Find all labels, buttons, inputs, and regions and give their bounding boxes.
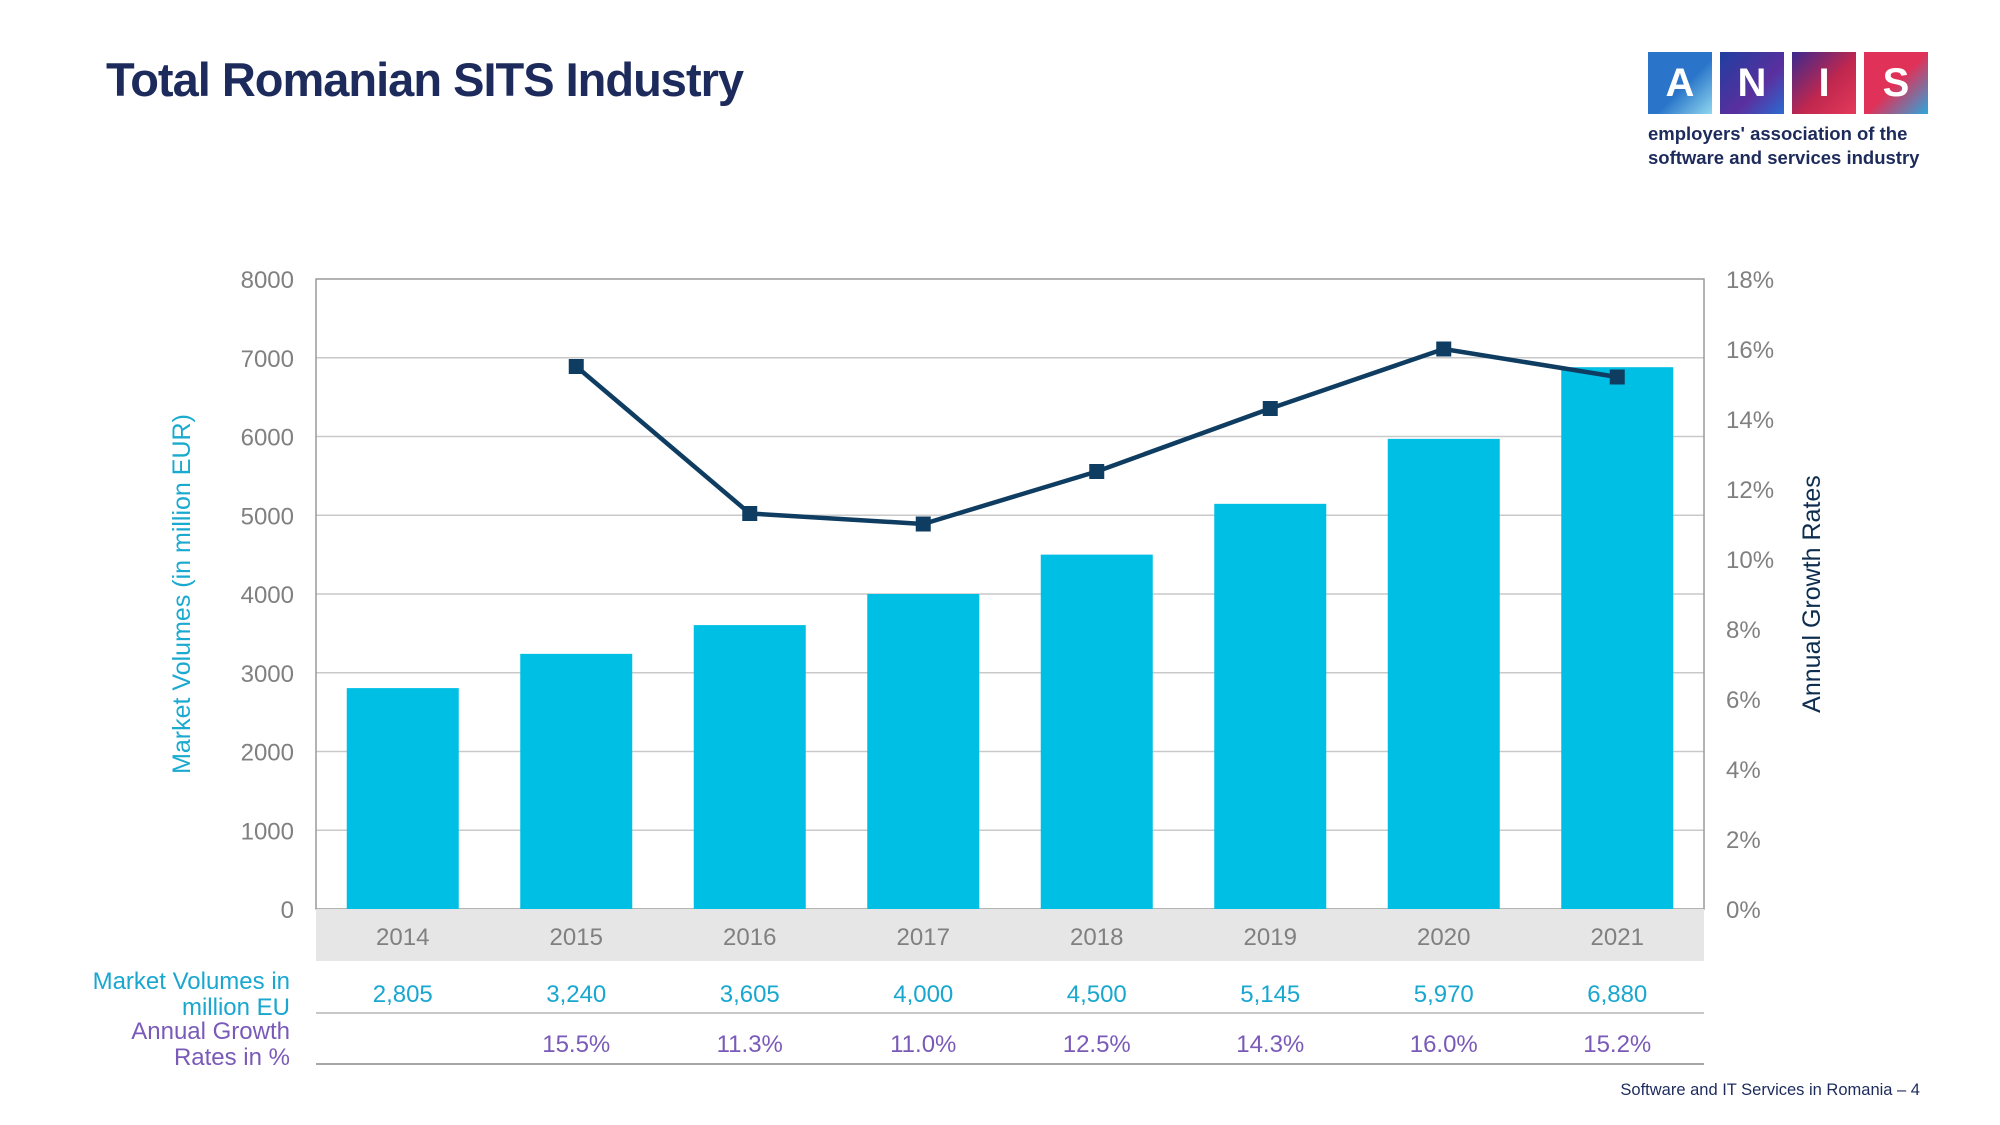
category-label-2014: 2014 <box>376 924 429 951</box>
right-axis-tick-label: 12% <box>1726 477 1774 504</box>
right-axis-tick-label: 18% <box>1726 267 1774 294</box>
logo-letter-n: N <box>1720 52 1784 114</box>
left-axis-tick-label: 4000 <box>241 582 294 609</box>
page-title: Total Romanian SITS Industry <box>106 53 744 106</box>
left-axis-title: Market Volumes (in million EUR) <box>168 414 196 774</box>
category-label-2017: 2017 <box>897 924 950 951</box>
table-cell: 3,240 <box>546 981 606 1008</box>
bar-2020 <box>1387 438 1500 909</box>
left-axis-tick-label: 0 <box>281 897 294 924</box>
right-axis-tick-label: 8% <box>1726 617 1761 644</box>
logo-letter-squares: A N I S <box>1648 52 1928 114</box>
growth-rate-marker <box>742 506 758 521</box>
growth-rate-marker <box>1262 401 1278 416</box>
category-label-2020: 2020 <box>1417 924 1470 951</box>
table-cell: 3,605 <box>720 981 780 1008</box>
category-label-2019: 2019 <box>1244 924 1297 951</box>
category-label-2015: 2015 <box>550 924 603 951</box>
bar-2019 <box>1214 503 1327 909</box>
right-axis-tick-label: 14% <box>1726 407 1774 434</box>
table-cell: 11.3% <box>717 1031 783 1058</box>
bar-2021 <box>1561 367 1674 909</box>
table-row-label-line2: Rates in % <box>174 1044 290 1071</box>
table-cell: 16.0% <box>1410 1031 1478 1058</box>
right-axis-title: Annual Growth Rates <box>1798 475 1826 713</box>
right-axis-tick-label: 10% <box>1726 547 1774 574</box>
growth-rate-marker <box>915 516 931 532</box>
right-axis-tick-label: 6% <box>1726 687 1761 714</box>
right-axis-tick-label: 0% <box>1726 897 1761 924</box>
category-label-2021: 2021 <box>1591 924 1644 951</box>
bar-2014 <box>346 688 459 909</box>
growth-rate-marker <box>1609 369 1625 385</box>
table-cell: 12.5% <box>1063 1031 1131 1058</box>
bar-2018 <box>1040 554 1153 909</box>
growth-rate-marker <box>568 359 584 374</box>
left-axis-tick-label: 2000 <box>241 740 294 767</box>
left-axis-tick-label: 3000 <box>241 661 294 688</box>
table-cell: 4,500 <box>1067 981 1127 1008</box>
bar-2015 <box>520 653 633 909</box>
table-cell: 5,145 <box>1240 981 1300 1008</box>
category-label-2018: 2018 <box>1070 924 1123 951</box>
logo-tagline-line1: employers' association of the <box>1648 123 1908 144</box>
table-row-label-line2: million EU <box>182 994 290 1021</box>
bar-2017 <box>867 594 980 909</box>
right-axis-tick-label: 2% <box>1726 827 1761 854</box>
left-axis-tick-label: 8000 <box>241 267 294 294</box>
table-cell: 11.0% <box>890 1031 956 1058</box>
table-cell: 5,970 <box>1414 981 1474 1008</box>
logo-tagline-line2: software and services industry <box>1648 147 1920 168</box>
category-label-2016: 2016 <box>723 924 776 951</box>
logo-letter-a: A <box>1648 52 1712 114</box>
left-axis-tick-label: 1000 <box>241 818 294 845</box>
table-row-label-line1: Annual Growth <box>131 1018 290 1045</box>
table-row-label-line1: Market Volumes in <box>93 968 290 995</box>
logo-letter-s: S <box>1864 52 1928 114</box>
category-band <box>316 909 1704 961</box>
growth-rate-marker <box>1436 341 1452 357</box>
table-cell: 15.2% <box>1583 1031 1651 1058</box>
table-cell: 6,880 <box>1587 981 1647 1008</box>
growth-rate-marker <box>1089 464 1105 479</box>
left-axis-tick-label: 6000 <box>241 425 294 452</box>
anis-logo: A N I S employers' association of the so… <box>1648 52 1928 170</box>
page-footer: Software and IT Services in Romania – 4 <box>1620 1081 1920 1099</box>
logo-letter-i: I <box>1792 52 1856 114</box>
table-cell: 15.5% <box>542 1031 610 1058</box>
left-axis-tick-label: 7000 <box>241 346 294 373</box>
right-axis-tick-label: 16% <box>1726 337 1774 364</box>
table-cell: 4,000 <box>893 981 953 1008</box>
left-axis-tick-label: 5000 <box>241 503 294 530</box>
right-axis-tick-label: 4% <box>1726 757 1761 784</box>
table-cell: 14.3% <box>1236 1031 1304 1058</box>
logo-tagline: employers' association of the software a… <box>1648 122 1928 170</box>
bar-2016 <box>693 625 806 909</box>
table-cell: 2,805 <box>373 981 433 1008</box>
